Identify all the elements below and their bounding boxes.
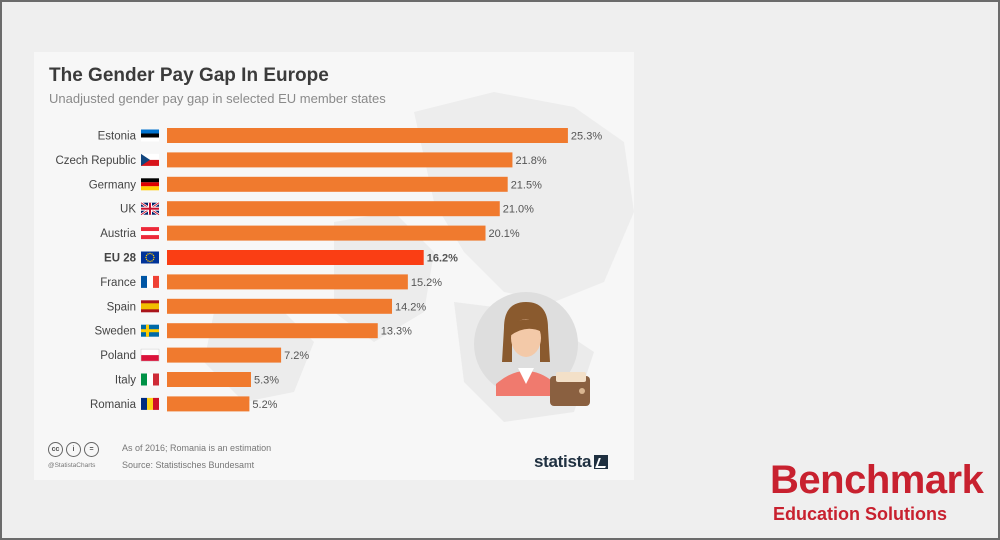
benchmark-tagline: Education Solutions — [773, 504, 947, 524]
czech-republic-flag-icon — [141, 153, 159, 166]
value-label: 15.2% — [411, 277, 442, 289]
bar — [167, 372, 251, 387]
bar-chart: Estonia 25.3% Czech Republic 21.8% Germany 21… — [55, 128, 602, 412]
benchmark-wordmark: Benchmark — [770, 458, 984, 502]
value-label: 5.2% — [252, 399, 277, 411]
romania-flag-icon — [141, 397, 159, 410]
no-derivatives-icon: = — [84, 442, 99, 457]
bar — [167, 396, 250, 412]
france-flag-icon — [141, 275, 159, 288]
austria-flag-icon — [141, 227, 159, 240]
infographic-card: The Gender Pay Gap In Europe Unadjusted … — [34, 52, 634, 480]
bar — [167, 298, 393, 314]
category-label: Sweden — [94, 326, 136, 338]
woman-avatar-icon — [474, 292, 590, 406]
value-label: 7.2% — [284, 350, 309, 362]
value-label: 16.2% — [427, 253, 458, 265]
category-label: EU 28 — [104, 253, 137, 265]
value-label: 21.5% — [511, 179, 542, 191]
value-label: 5.3% — [254, 375, 279, 387]
value-label: 13.3% — [381, 326, 412, 338]
attribution-icon: i — [66, 442, 81, 457]
bar — [167, 225, 486, 241]
bar — [167, 274, 408, 290]
bar — [167, 152, 513, 168]
statista-logo: statista — [534, 452, 609, 472]
category-label: Estonia — [98, 131, 137, 143]
category-label: Spain — [107, 301, 136, 313]
category-label: Poland — [100, 350, 136, 362]
footnote: As of 2016; Romania is an estimation — [122, 443, 272, 453]
statista-wordmark: statista — [534, 452, 592, 471]
category-label: France — [100, 277, 136, 289]
benchmark-logo: Benchmark Education Solutions — [770, 458, 984, 525]
source-text: Source: Statistisches Bundesamt — [122, 460, 255, 470]
chart-subtitle: Unadjusted gender pay gap in selected EU… — [49, 91, 386, 106]
bar — [167, 176, 508, 192]
bar — [167, 201, 500, 217]
bar — [167, 250, 424, 265]
bar — [167, 347, 282, 363]
chart-title: The Gender Pay Gap In Europe — [49, 65, 329, 86]
bar — [167, 323, 378, 339]
value-label: 20.1% — [489, 228, 520, 240]
category-label: Italy — [115, 375, 136, 387]
value-label: 14.2% — [395, 301, 426, 313]
spain-flag-icon — [141, 300, 159, 313]
sweden-flag-icon — [141, 324, 159, 337]
estonia-flag-icon — [141, 129, 159, 142]
category-label: Romania — [90, 399, 137, 411]
value-label: 21.8% — [515, 155, 546, 167]
value-label: 21.0% — [503, 204, 534, 216]
uk-flag-icon — [140, 201, 160, 216]
category-label: Czech Republic — [55, 155, 136, 167]
category-label: Germany — [89, 179, 137, 191]
category-label: Austria — [100, 228, 136, 240]
poland-flag-icon — [140, 348, 160, 362]
value-label: 25.3% — [571, 131, 602, 143]
bar — [167, 128, 568, 143]
statista-mark-icon — [594, 455, 609, 469]
category-label: UK — [120, 204, 136, 216]
germany-flag-icon — [141, 178, 159, 191]
italy-flag-icon — [141, 373, 159, 386]
eu-flag-icon — [141, 251, 159, 264]
cc-icon: cc — [48, 442, 63, 457]
creative-commons-icons: cc i = — [48, 442, 99, 457]
credit-text: @StatistaCharts — [48, 462, 96, 469]
